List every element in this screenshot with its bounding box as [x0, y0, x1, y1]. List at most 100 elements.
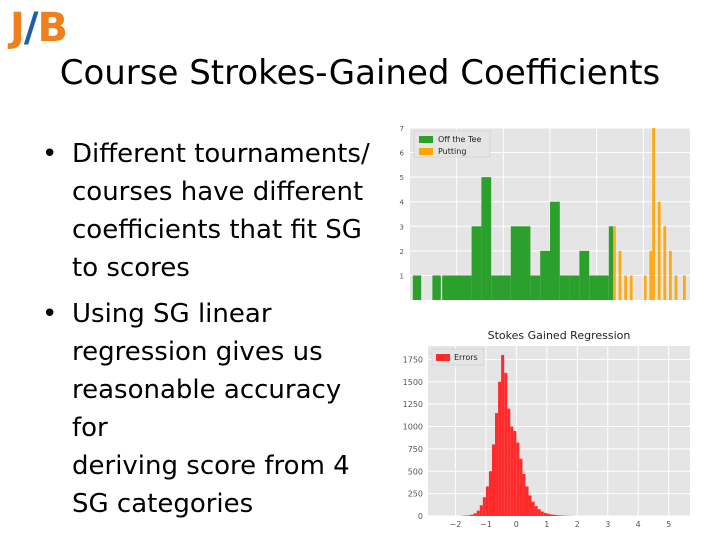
bullet-item-2: • Using SG linear regression gives us re… — [40, 295, 385, 523]
error-bar — [534, 506, 538, 516]
bullet-2-line-4: deriving score from 4 — [72, 451, 350, 481]
putting-bar — [657, 201, 661, 300]
error-bar — [498, 381, 502, 516]
y-tick-label: 2 — [400, 248, 404, 256]
putting-bar — [629, 275, 633, 300]
x-tick-label: 2 — [575, 520, 580, 529]
legend-swatch — [436, 354, 450, 361]
off-the-tee-bar — [550, 201, 560, 300]
bullet-item-1: • Different tournaments/ courses have di… — [40, 135, 385, 287]
error-bar — [467, 515, 471, 516]
bullet-2-line-1: Using SG linear — [72, 299, 272, 329]
error-bar — [528, 495, 532, 516]
error-bar — [559, 515, 563, 516]
plot-area — [428, 346, 690, 516]
error-bar — [507, 408, 511, 516]
off-the-tee-bar — [471, 226, 482, 300]
off-the-tee-bar — [481, 177, 492, 300]
legend-label: Off the Tee — [438, 135, 481, 144]
error-bar — [531, 501, 535, 516]
y-tick-label: 250 — [408, 490, 423, 499]
bullet-dot: • — [42, 299, 58, 329]
logo-b: B — [37, 5, 68, 51]
x-tick-label: −2 — [450, 520, 462, 529]
off-the-tee-bar — [559, 275, 570, 300]
error-bar — [519, 458, 523, 516]
bullet-2-line-2: regression gives us — [72, 337, 323, 367]
error-bar — [488, 471, 492, 516]
error-bar — [552, 514, 556, 516]
putting-bar — [669, 250, 672, 300]
off-the-tee-bar — [501, 275, 511, 300]
off-the-tee-bar — [579, 250, 590, 300]
off-the-tee-bar — [608, 226, 613, 300]
x-tick-label: −1 — [480, 520, 492, 529]
x-tick-label: 1 — [544, 520, 549, 529]
error-bar — [522, 473, 526, 516]
putting-bar — [613, 226, 616, 300]
sg-histogram-chart: 7 6 5 4 3 2 1 Off the Tee Putting — [400, 125, 690, 300]
error-bar — [501, 354, 505, 516]
putting-bar — [618, 250, 622, 300]
error-bar — [482, 497, 486, 516]
y-tick-label: 1 — [400, 272, 404, 280]
error-bar — [543, 512, 547, 516]
bullet-2-line-5: SG categories — [72, 489, 254, 519]
error-bar — [525, 486, 529, 516]
chart-title: Stokes Gained Regression — [488, 329, 631, 342]
legend-swatch — [419, 136, 433, 143]
off-the-tee-bar — [491, 275, 501, 300]
error-bar — [485, 486, 489, 516]
y-tick-label: 1250 — [403, 400, 423, 409]
putting-bar — [674, 275, 678, 300]
bullet-dot: • — [42, 139, 58, 169]
y-tick-label: 6 — [400, 150, 405, 158]
y-tick-label: 7 — [400, 125, 404, 133]
bullet-1-line-3: coefficients that fit SG — [72, 215, 362, 245]
bullet-list: • Different tournaments/ courses have di… — [40, 135, 385, 531]
x-tick-label: 3 — [605, 520, 610, 529]
off-the-tee-bar — [530, 275, 541, 300]
error-bar — [537, 509, 541, 516]
bullet-1-line-4: to scores — [72, 253, 190, 283]
legend-label: Errors — [454, 353, 478, 362]
y-tick-label: 4 — [400, 199, 405, 207]
putting-bar — [643, 275, 647, 300]
error-bar — [470, 514, 474, 516]
error-bar — [510, 426, 514, 516]
logo-slash: / — [23, 5, 39, 51]
y-tick-label: 500 — [408, 467, 423, 476]
error-bar — [473, 513, 477, 516]
off-the-tee-bar — [569, 275, 580, 300]
putting-bar — [663, 226, 667, 300]
putting-bar — [683, 275, 686, 300]
slide-title: Course Strokes-Gained Coefficients — [59, 53, 661, 93]
y-tick-label: 1750 — [403, 355, 423, 364]
off-the-tee-bar — [510, 226, 531, 300]
bullet-2-line-3: reasonable accuracy for — [72, 375, 342, 443]
off-the-tee-bar — [589, 275, 609, 300]
bullet-1-line-1: Different tournaments/ — [72, 139, 370, 169]
legend-swatch — [419, 148, 433, 155]
error-bar — [540, 511, 544, 516]
error-bar — [549, 514, 553, 516]
x-tick-label: 4 — [636, 520, 641, 529]
putting-bar — [652, 128, 655, 300]
sg-regression-chart: Stokes Gained Regression0250500750100012… — [403, 329, 690, 529]
off-the-tee-bar — [412, 275, 422, 300]
legend-label: Putting — [438, 147, 466, 156]
y-tick-label: 0 — [418, 512, 423, 521]
error-bar — [479, 505, 483, 516]
error-bar — [491, 444, 496, 516]
y-tick-label: 1000 — [403, 423, 423, 432]
off-the-tee-bar — [540, 250, 550, 300]
y-tick-label: 1500 — [403, 378, 423, 387]
off-the-tee-bar — [432, 275, 441, 300]
error-bar — [516, 442, 520, 516]
y-tick-label: 750 — [408, 445, 423, 454]
off-the-tee-bar — [442, 275, 452, 300]
bullet-1-line-2: courses have different — [72, 177, 364, 207]
error-bar — [513, 431, 517, 516]
y-tick-label: 5 — [400, 174, 404, 182]
putting-bar — [649, 250, 653, 300]
